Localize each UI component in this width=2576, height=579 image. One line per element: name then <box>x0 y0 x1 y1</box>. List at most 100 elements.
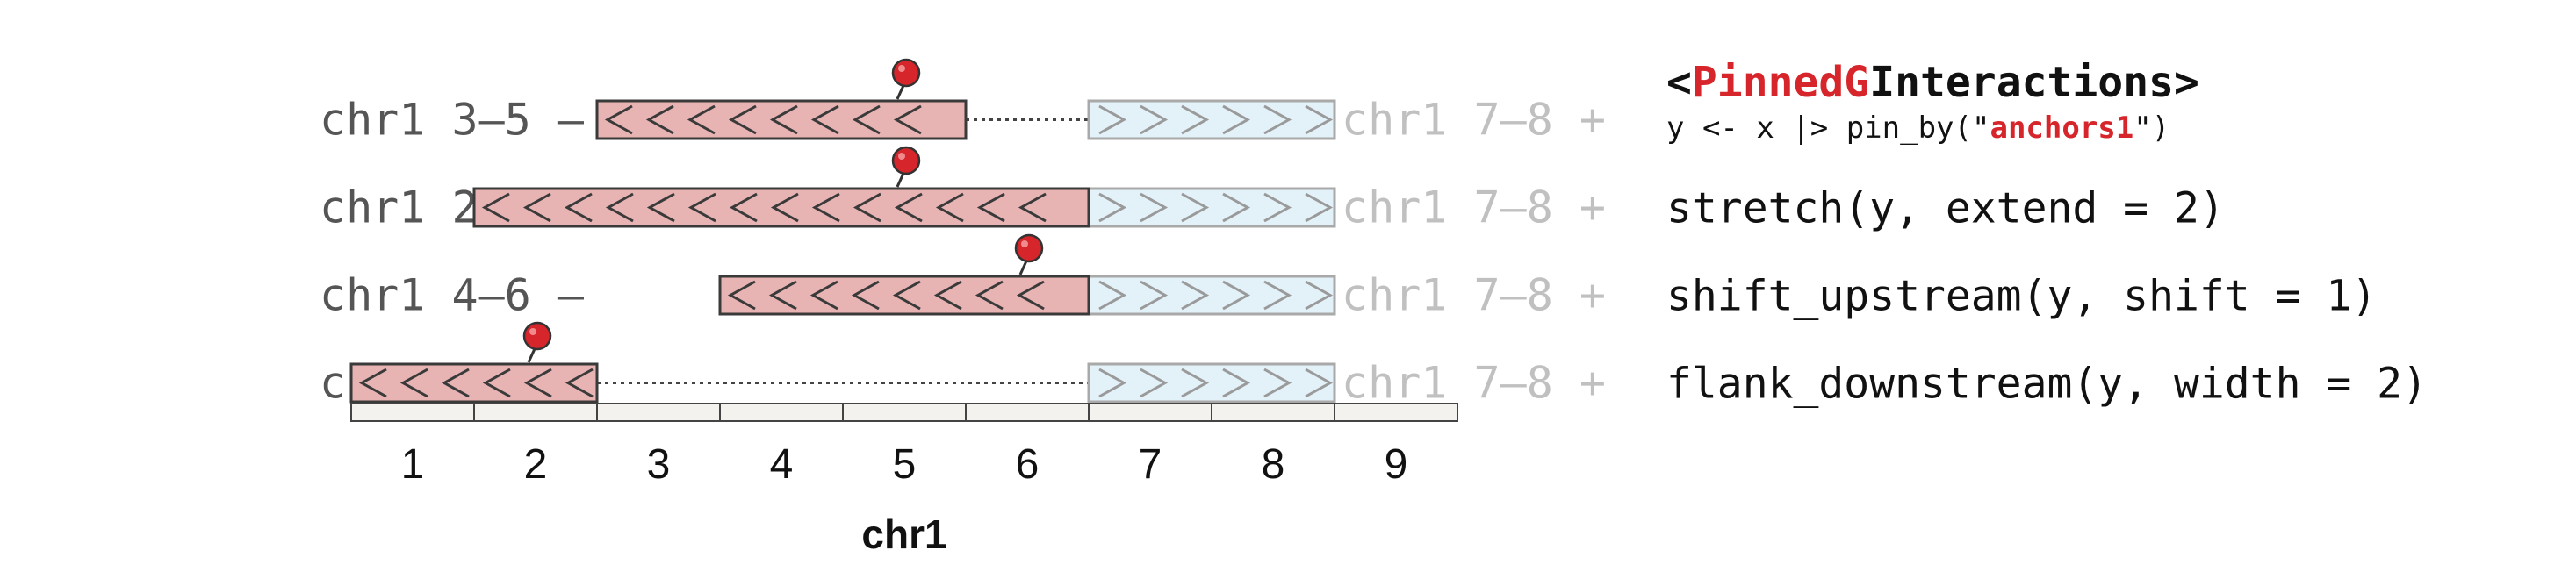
chevron-mark <box>852 104 881 135</box>
code-fragment: < <box>1666 58 1692 107</box>
chevron-mark <box>1222 368 1251 398</box>
anchor1-bar <box>472 187 1090 228</box>
chevron-mark <box>1305 280 1334 311</box>
chevron-mark <box>851 280 880 311</box>
anchor1-chevrons <box>604 104 922 135</box>
chevron-mark <box>522 192 551 223</box>
code-fragment: Interactions> <box>1869 58 2199 107</box>
code-line: stretch(y, extend = 2) <box>1666 184 2225 233</box>
code-fragment: y <- x |> pin_by(" <box>1666 111 1990 146</box>
axis-cell <box>1334 403 1458 422</box>
chevron-mark <box>1305 368 1334 398</box>
chevron-mark <box>687 104 716 135</box>
chevron-mark <box>1140 280 1169 311</box>
interaction-row: chr1 3–5 – chr1 7–8 + <box>320 58 1606 146</box>
anchor1-label: chr1 3–5 – <box>320 95 585 146</box>
code-fragment: stretch(y, extend = 2) <box>1666 184 2225 233</box>
chevron-mark <box>768 280 797 311</box>
pin-highlight <box>529 328 536 335</box>
axis-cell <box>842 403 967 422</box>
chevron-mark <box>1140 368 1169 398</box>
chevron-mark <box>358 368 387 398</box>
interaction-row: chr1 2–6 – chr1 7–8 + <box>320 146 1606 233</box>
pin-head-icon <box>522 321 552 351</box>
anchor1-chevrons <box>481 192 1047 223</box>
chevron-mark <box>1263 192 1292 223</box>
chevron-mark <box>933 280 962 311</box>
code-panel: <PinnedGInteractions> y <- x |> pin_by("a… <box>1666 58 2428 409</box>
chevron-mark <box>1098 192 1127 223</box>
code-line: flank_downstream(y, width = 2) <box>1666 360 2428 409</box>
chevron-mark <box>565 368 594 398</box>
axis-tick-label: 7 <box>1139 441 1162 488</box>
chevron-mark <box>728 104 757 135</box>
chevron-mark <box>1181 280 1210 311</box>
pin-highlight <box>898 153 905 160</box>
chevron-mark <box>687 192 716 223</box>
chevron-mark <box>811 192 840 223</box>
axis-tick-label: 3 <box>647 441 671 488</box>
chevron-mark <box>1016 280 1045 311</box>
anchor2-bar <box>1087 362 1336 404</box>
pin-highlight <box>1021 240 1028 247</box>
code-fragment: anchors1 <box>1990 111 2133 146</box>
chevron-mark <box>727 280 756 311</box>
chevron-mark <box>1263 280 1292 311</box>
chevron-mark <box>893 104 922 135</box>
chevron-mark <box>523 368 552 398</box>
chevron-mark <box>1263 104 1292 135</box>
chevron-mark <box>853 192 881 223</box>
anchor2-bar <box>1087 275 1336 316</box>
chevron-mark <box>935 192 964 223</box>
chevron-mark <box>1098 368 1127 398</box>
pin-head-icon <box>891 58 921 88</box>
chevron-mark <box>1263 368 1292 398</box>
pin-head-icon <box>1014 233 1044 263</box>
interaction-row: chr1 4–6 – chr1 7–8 + <box>320 233 1606 321</box>
chevron-mark <box>809 280 838 311</box>
chevron-mark <box>441 368 470 398</box>
chevron-mark <box>604 104 633 135</box>
anchor2-label: chr1 7–8 + <box>1342 95 1606 146</box>
chevron-mark <box>1098 280 1127 311</box>
axis-title: chr1 <box>861 511 946 557</box>
chevron-mark <box>1181 192 1210 223</box>
anchor1-bar <box>718 275 1090 316</box>
anchor2-chevrons <box>1098 104 1334 135</box>
axis-tick-label: 6 <box>1016 441 1040 488</box>
axis-cell <box>350 403 475 422</box>
anchor2-label: chr1 7–8 + <box>1342 182 1606 233</box>
chevron-mark <box>810 104 839 135</box>
anchor1-chevrons <box>727 280 1045 311</box>
chevron-mark <box>770 192 799 223</box>
chevron-mark <box>482 368 511 398</box>
code-fragment: flank_downstream(y, width = 2) <box>1666 360 2428 409</box>
chevron-mark <box>1305 104 1334 135</box>
anchor1-chevrons <box>358 368 594 398</box>
chevron-mark <box>1098 104 1127 135</box>
chevron-mark <box>564 192 593 223</box>
axis-cell <box>965 403 1090 422</box>
chevron-mark <box>646 192 675 223</box>
chromosome-axis: 1 2 3 4 5 6 7 8 9 chr1 <box>350 403 1458 557</box>
chevron-mark <box>975 280 1004 311</box>
chevron-mark <box>892 280 921 311</box>
anchor1-bar <box>349 362 599 404</box>
chevron-mark <box>1222 280 1251 311</box>
axis-tick-label: 5 <box>893 441 917 488</box>
axis-tick-label: 9 <box>1385 441 1408 488</box>
chevron-mark <box>1140 192 1169 223</box>
chevron-mark <box>729 192 758 223</box>
chevron-mark <box>1018 192 1047 223</box>
anchor2-bar <box>1087 187 1336 228</box>
chevron-mark <box>769 104 798 135</box>
chevron-mark <box>1140 104 1169 135</box>
interaction-row: chr1 1–2 –chr1 7–8 + <box>320 321 1606 409</box>
anchor1-label: chr1 4–6 – <box>320 270 585 321</box>
pin-highlight <box>898 65 905 72</box>
chevron-mark <box>645 104 674 135</box>
code-fragment: PinnedG <box>1692 58 1869 107</box>
axis-tick-label: 1 <box>401 441 425 488</box>
axis-tick-label: 2 <box>524 441 548 488</box>
chevron-mark <box>894 192 923 223</box>
